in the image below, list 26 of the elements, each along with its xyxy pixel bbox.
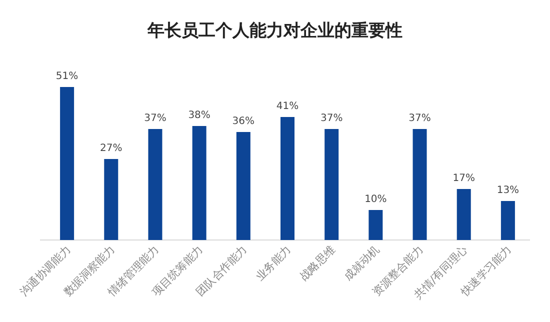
data-label: 41%: [276, 101, 299, 112]
bar: [104, 159, 118, 240]
data-label: 36%: [232, 116, 255, 127]
bar: [412, 129, 427, 240]
data-label: 37%: [408, 113, 431, 124]
data-label: 10%: [364, 194, 387, 205]
data-label: 38%: [188, 110, 210, 121]
bar: [148, 129, 162, 240]
x-tick-label: 成就动机: [342, 242, 382, 284]
data-label: 27%: [100, 143, 122, 154]
x-tick-label: 战略思维: [297, 242, 338, 284]
data-label: 17%: [452, 173, 475, 184]
bar: [456, 189, 471, 240]
bar: [60, 87, 74, 240]
bar: [192, 126, 206, 240]
bar: [368, 210, 383, 240]
data-label: 37%: [320, 113, 343, 124]
data-label: 51%: [56, 71, 78, 82]
chart-title: 年长员工个人能力对企业的重要性: [146, 21, 402, 41]
bar: [280, 117, 294, 240]
data-label: 37%: [144, 113, 166, 124]
x-tick-label: 业务能力: [253, 242, 294, 284]
data-label: 13%: [496, 185, 520, 196]
bar: [324, 129, 339, 240]
bar: [500, 201, 515, 240]
bar: [236, 132, 250, 240]
